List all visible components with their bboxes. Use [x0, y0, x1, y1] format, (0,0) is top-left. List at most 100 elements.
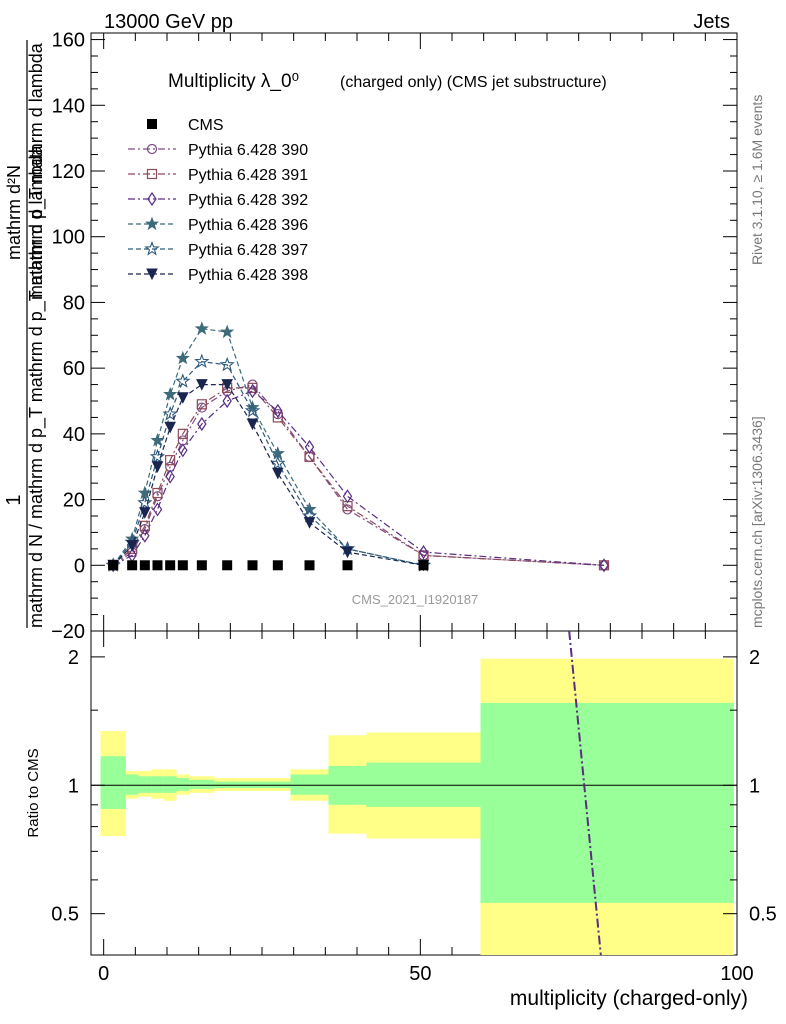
data-point	[246, 418, 259, 431]
y-label-denominator: mathrm d N / mathrm d p_T mathrm d p_T m…	[26, 145, 47, 628]
y-tick-label: 20	[63, 490, 85, 512]
series-line-3	[112, 328, 424, 566]
ratio-y-tick-label-right: 1	[749, 775, 760, 797]
ratio-y-label: Ratio to CMS	[25, 748, 42, 837]
data-point	[137, 494, 153, 510]
data-point	[177, 428, 188, 439]
energy-label: 13000 GeV pp	[104, 11, 233, 33]
cms-data-point	[177, 560, 188, 571]
y-tick-label: 120	[52, 161, 85, 183]
x-tick-label: 0	[98, 963, 109, 985]
y-tick-label: 0	[74, 555, 85, 577]
ratio-y-tick-label: 0.5	[51, 904, 79, 926]
data-point	[272, 467, 284, 480]
data-point	[164, 421, 176, 434]
ratio-green-band	[290, 774, 329, 795]
chart-subtitle: (charged only) (CMS jet substructure)	[340, 74, 607, 91]
x-tick-label: 50	[409, 963, 431, 985]
data-point	[342, 489, 353, 504]
cms-data-point	[247, 560, 258, 571]
process-label: Jets	[693, 11, 730, 33]
data-point	[220, 324, 235, 339]
ratio-green-band	[151, 776, 164, 793]
data-point	[270, 455, 286, 470]
x-axis-label: multiplicity (charged-only)	[510, 987, 748, 1010]
data-point	[147, 191, 157, 207]
data-point	[178, 443, 188, 458]
data-point	[197, 416, 207, 432]
analysis-id: CMS_2021_I1920187	[352, 592, 479, 607]
legend-marker-cms	[147, 119, 157, 129]
ratio-green-band	[163, 776, 177, 793]
data-point	[194, 353, 210, 369]
cms-data-point	[108, 560, 119, 571]
data-point	[175, 350, 190, 365]
cms-data-point	[139, 560, 150, 571]
cms-data-point	[342, 560, 353, 571]
data-point	[341, 546, 354, 559]
x-tick-label: 100	[720, 963, 753, 985]
data-point	[245, 400, 260, 414]
ratio-plot-frame	[90, 630, 738, 956]
data-point	[221, 379, 233, 391]
cms-data-point	[196, 560, 207, 571]
ratio-green-band	[480, 702, 734, 903]
series-line-0	[112, 383, 605, 566]
data-point	[165, 455, 176, 466]
data-point	[152, 502, 163, 517]
y-tick-label: 100	[52, 227, 85, 249]
ratio-y-tick-label: 1	[68, 775, 79, 797]
data-point	[196, 379, 208, 391]
ratio-series-line	[568, 630, 602, 956]
data-point	[146, 143, 158, 155]
data-point	[303, 517, 316, 529]
data-point	[126, 540, 138, 552]
y-tick-label: −20	[51, 621, 85, 643]
ratio-plot-area: 0.5 0.5 1 1 2 2 0 50 100	[51, 630, 777, 985]
series-line-2	[112, 390, 605, 566]
y-label-rhs-denominator: mathrm d p_T mathrm d lambda	[26, 42, 47, 300]
data-point	[146, 168, 158, 180]
ratio-green-band	[138, 776, 152, 793]
data-point	[247, 384, 258, 399]
data-point	[139, 507, 151, 519]
ratio-green-band	[125, 774, 139, 795]
data-point	[151, 461, 164, 473]
data-point	[219, 356, 235, 372]
ratio-green-band	[366, 762, 481, 807]
data-point	[144, 240, 160, 256]
legend-label: Pythia 6.428 396	[188, 217, 308, 234]
data-point	[162, 406, 178, 421]
data-point	[152, 487, 163, 499]
rivet-label: Rivet 3.1.10, ≥ 1.6M events	[749, 95, 765, 265]
y-tick-label: 60	[63, 358, 85, 380]
data-point	[146, 268, 158, 281]
series-line-5	[112, 384, 424, 566]
data-point	[165, 469, 175, 484]
cms-data-point	[272, 560, 283, 571]
y-label-rhs-numerator: mathrm d²N	[4, 165, 24, 260]
legend-label: Pythia 6.428 392	[188, 192, 308, 209]
ratio-y-tick-label-right: 2	[749, 647, 760, 669]
legend-label-cms: CMS	[188, 117, 224, 134]
y-tick-label: 80	[63, 292, 85, 314]
series-line-1	[112, 387, 605, 566]
cms-data-point	[127, 560, 138, 571]
main-plot-area: −20 0 20 40 60 80 100 120 140 160	[51, 30, 738, 643]
y-tick-label: 40	[63, 424, 85, 446]
data-point	[175, 373, 191, 388]
data-point	[272, 412, 283, 423]
legend: CMS Pythia 6.428 390 Pythia 6.428 391 Pythi…	[128, 117, 308, 284]
cms-data-point	[304, 560, 315, 571]
cms-data-point	[418, 560, 429, 571]
data-point	[304, 439, 315, 455]
chart-title: Multiplicity λ_0⁰	[168, 71, 299, 92]
cms-data-point	[152, 560, 163, 571]
y-label-numerator: 1	[3, 494, 25, 505]
y-axis-label: 1 mathrm d N / mathrm d p_T mathrm d p_T…	[3, 40, 47, 628]
mcplots-label: mcplots.cern.ch [arXiv:1306.3436]	[749, 416, 765, 628]
legend-label: Pythia 6.428 390	[188, 142, 308, 159]
data-point	[149, 448, 166, 464]
legend-label: Pythia 6.428 397	[188, 242, 308, 259]
